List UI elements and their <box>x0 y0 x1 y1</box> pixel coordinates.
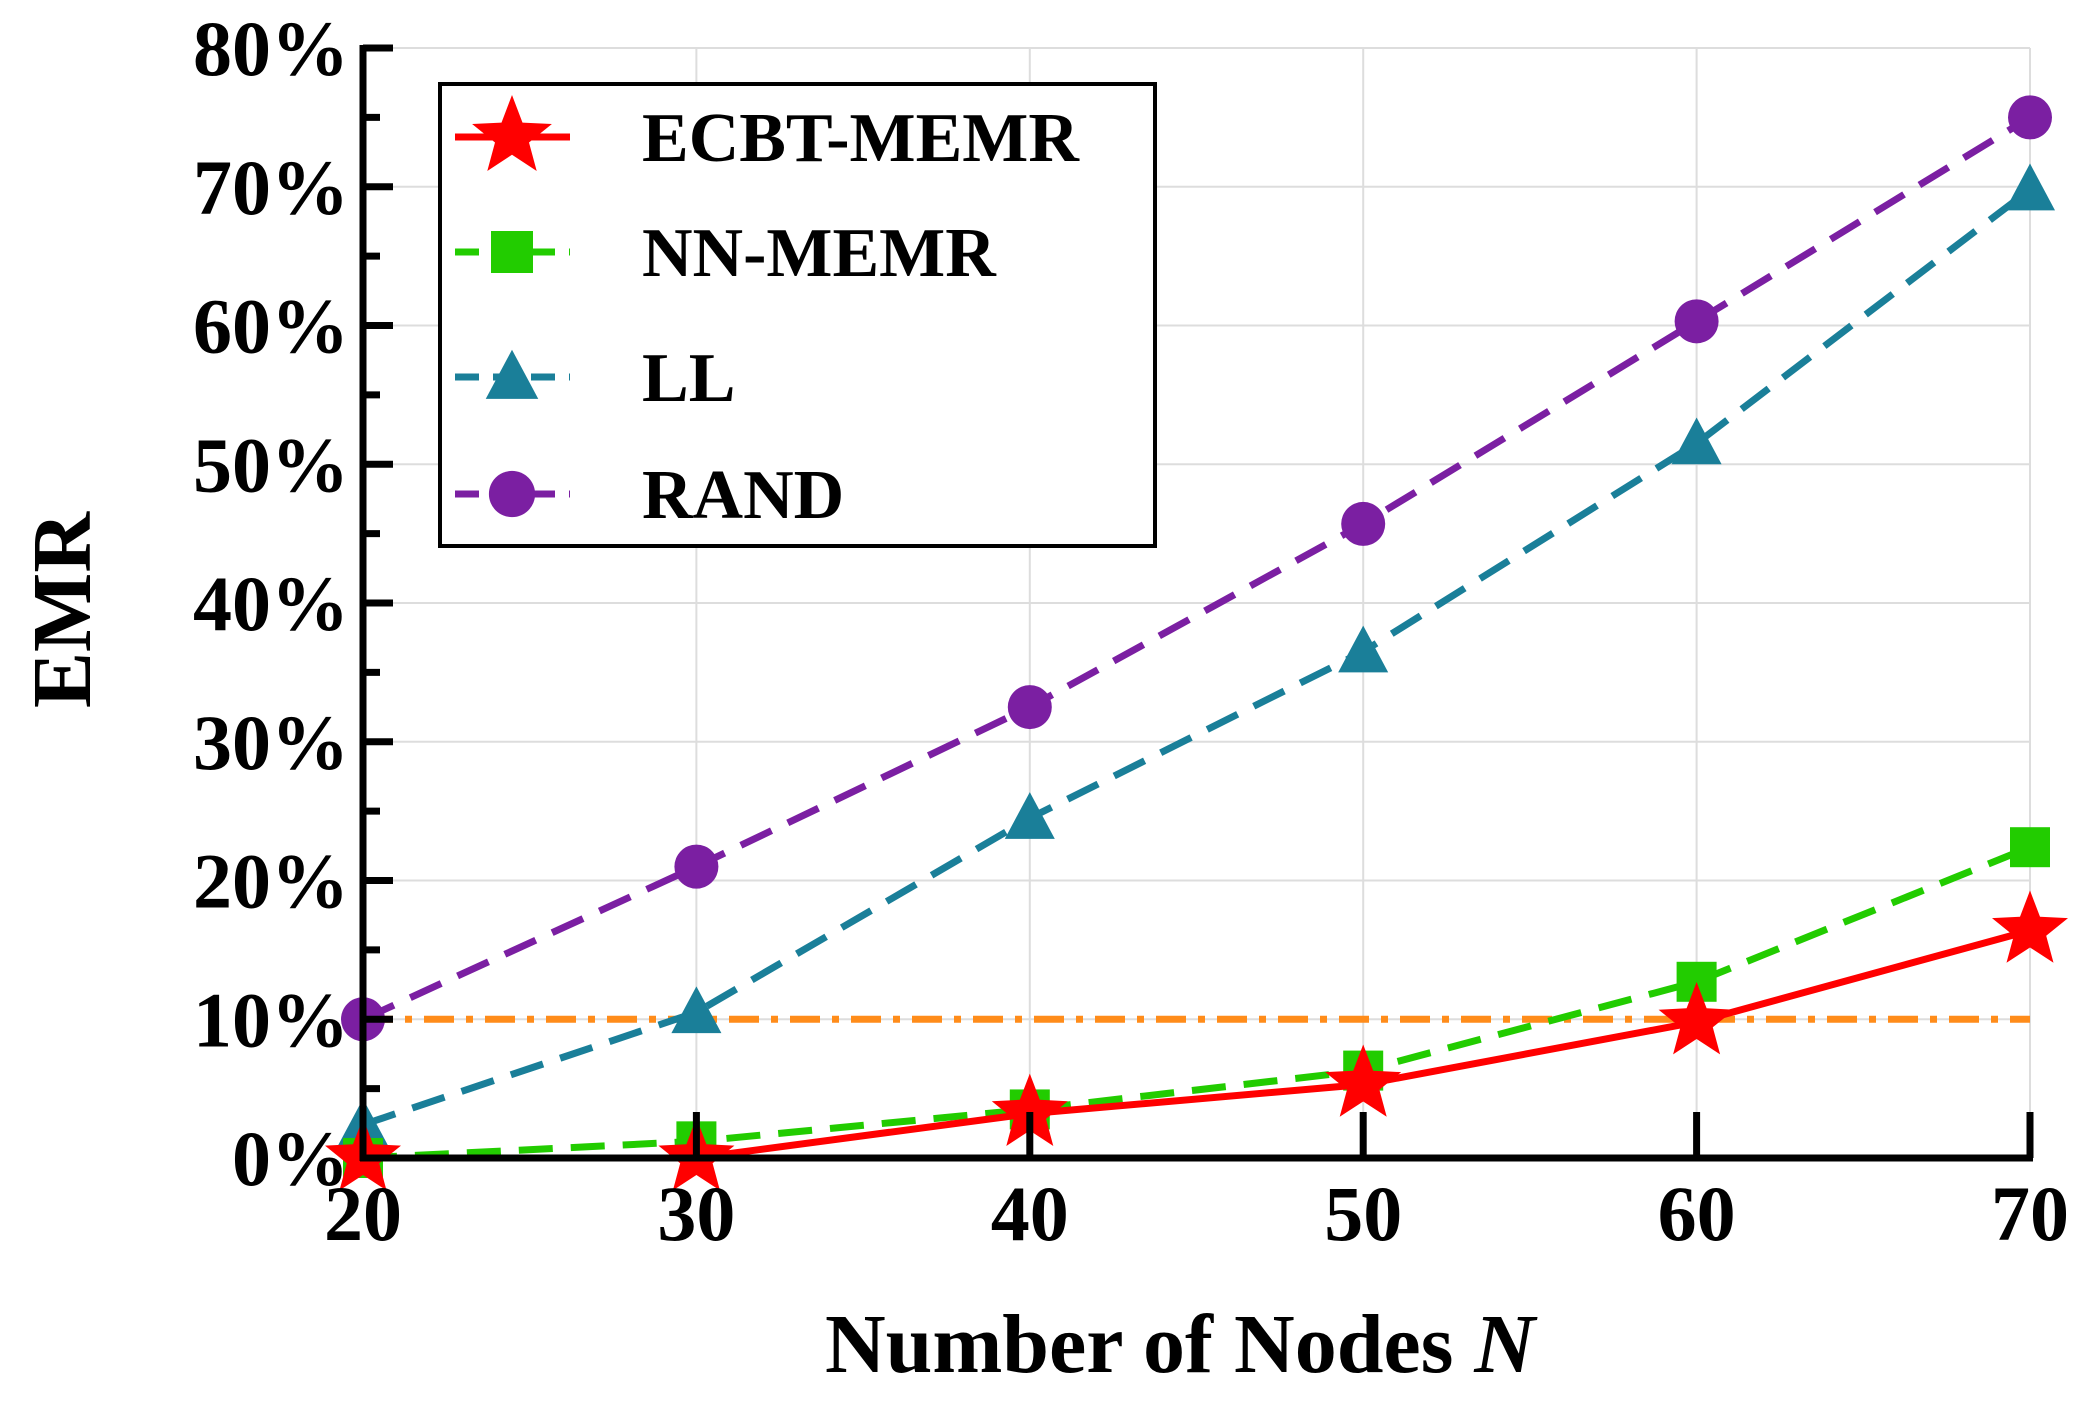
legend: ECBT-MEMR NN-MEMR LL RAND <box>438 82 1157 548</box>
y-tick-label: 30% <box>193 699 349 786</box>
series-line-ll <box>361 186 2033 1129</box>
data-point-ll <box>671 986 722 1034</box>
data-point-ll <box>1004 792 1055 839</box>
y-tick-label: 10% <box>193 976 349 1063</box>
axis-titles: Number of Nodes N EMR <box>16 511 1538 1391</box>
x-axis-title: Number of Nodes N <box>825 1298 1538 1391</box>
axes <box>359 44 2034 1162</box>
x-axis-variable: N <box>1473 1298 1538 1391</box>
legend-marker-ecbt-memr <box>472 95 552 171</box>
data-point-ecbt-memr <box>991 1073 1068 1146</box>
y-tick-label: 0% <box>232 1115 349 1202</box>
data-point-rand <box>2008 95 2052 140</box>
data-point-rand <box>1674 299 1719 344</box>
data-point-ll <box>2005 163 2055 211</box>
y-tick-label: 80% <box>193 5 349 92</box>
legend-marker-ll <box>485 349 539 399</box>
legend-label-nn-memr: NN-MEMR <box>642 215 997 292</box>
data-point-ll <box>1338 625 1389 673</box>
data-point-nn-memr <box>2010 827 2050 868</box>
y-tick-label: 50% <box>193 421 349 508</box>
legend-marker-rand <box>488 470 536 518</box>
y-tick-label: 70% <box>193 144 349 231</box>
x-axis-label-space <box>1453 1298 1474 1391</box>
legend-label-ll: LL <box>642 340 735 417</box>
data-point-rand <box>1341 501 1386 546</box>
y-axis-title: EMR <box>16 511 109 708</box>
data-point-ll <box>1671 417 1722 465</box>
x-tick-label: 70 <box>1991 1170 2069 1257</box>
x-tick-label: 50 <box>1324 1170 1402 1257</box>
legend-label-rand: RAND <box>642 457 844 534</box>
data-point-ecbt-memr <box>1992 890 2068 963</box>
data-point-ecbt-memr <box>1658 982 1735 1055</box>
x-tick-label: 30 <box>657 1170 735 1257</box>
series-line-nn-memr <box>362 843 2032 1162</box>
data-point-ecbt-memr <box>1325 1044 1402 1117</box>
x-axis-label: Number of Nodes <box>825 1298 1453 1391</box>
legend-marker-nn-memr <box>491 231 533 273</box>
series-line-rand <box>361 114 2032 1023</box>
y-tick-label: 40% <box>193 560 349 647</box>
y-tick-label: 60% <box>193 283 349 370</box>
x-tick-label: 40 <box>991 1170 1069 1257</box>
data-point-rand <box>1007 685 1052 730</box>
y-tick-label: 20% <box>193 838 349 925</box>
legend-label-ecbt-memr: ECBT-MEMR <box>642 100 1080 177</box>
series-line-ecbt-memr <box>363 927 2031 1162</box>
legend-box <box>438 82 1157 548</box>
x-tick-label: 60 <box>1658 1170 1736 1257</box>
x-tick-label: 20 <box>324 1170 402 1257</box>
tick-labels: 0% 10% 20% 30% 40% 50% 60% 70% 80% 20 30 40 50 60 70 <box>193 5 2069 1257</box>
data-point-rand <box>674 844 719 889</box>
